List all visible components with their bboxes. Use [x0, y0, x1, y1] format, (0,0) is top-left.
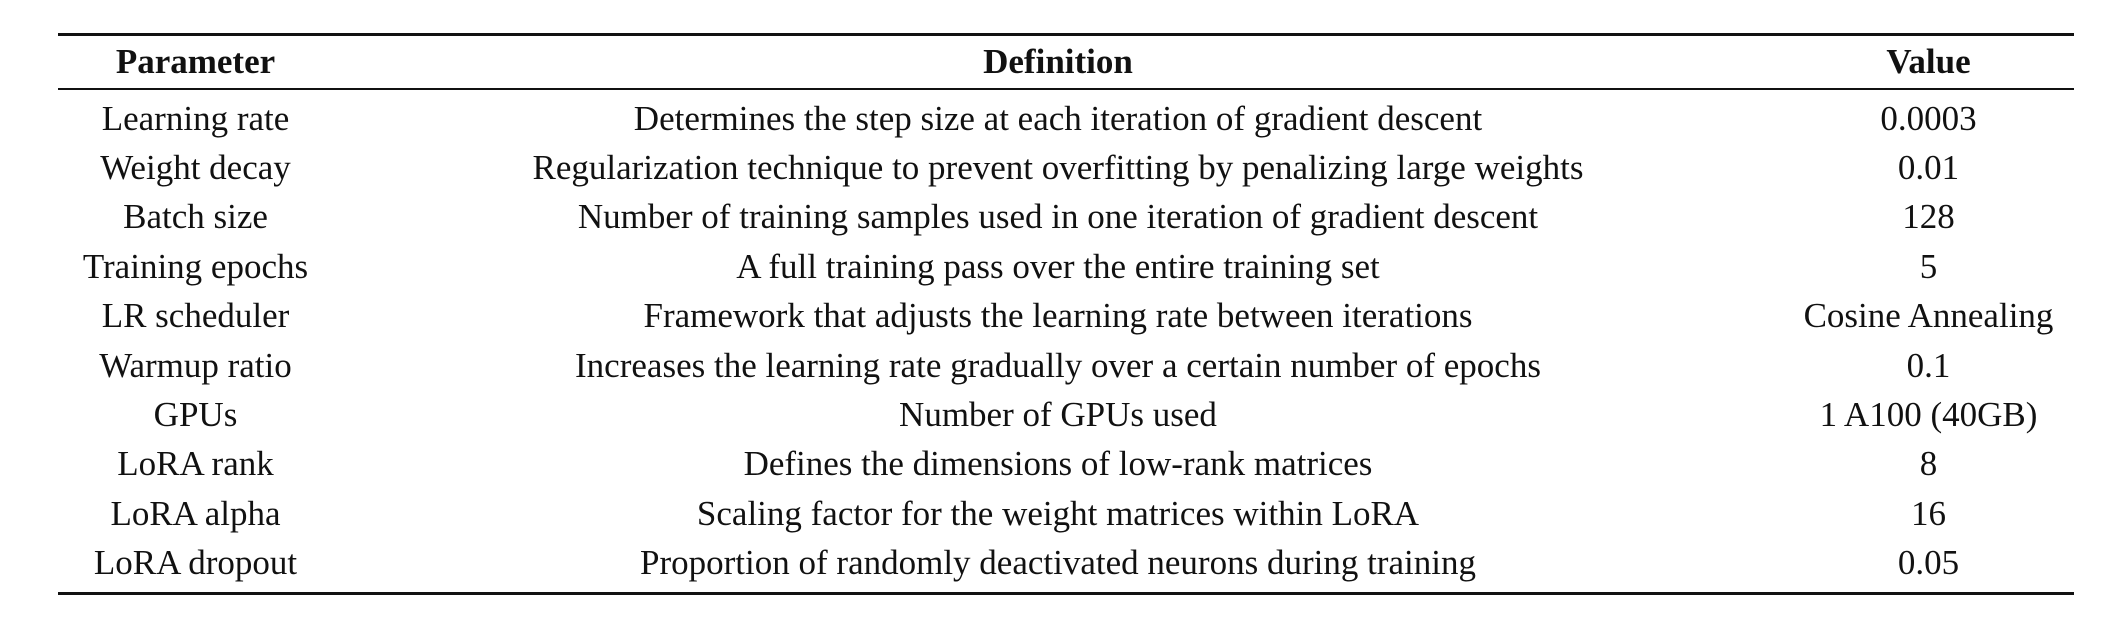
value-cell: 1 A100 (40GB) — [1819, 395, 2038, 435]
parameter-cell: Learning rate — [101, 98, 290, 138]
header-row: Parameter Definition Value — [58, 34, 2074, 89]
header-value: Value — [1886, 42, 1971, 81]
parameter-cell: LoRA alpha — [110, 493, 281, 533]
parameter-cell: Weight decay — [100, 148, 291, 188]
definition-cell: Proportion of randomly deactivated neuro… — [640, 543, 1476, 583]
value-cell: 8 — [1919, 444, 1938, 484]
parameter-cell: LR scheduler — [101, 296, 290, 336]
definition-cell: Framework that adjusts the learning rate… — [643, 296, 1473, 336]
parameter-cell: Batch size — [123, 197, 268, 237]
parameter-cell: Training epochs — [82, 246, 309, 286]
table-row: Training epochs A full training pass ove… — [58, 242, 2074, 291]
value-cell: 0.05 — [1897, 543, 1960, 583]
table-row: LoRA rank Defines the dimensions of low-… — [58, 440, 2074, 489]
header-parameter: Parameter — [115, 42, 276, 81]
definition-cell: Determines the step size at each iterati… — [633, 98, 1483, 138]
definition-cell: Defines the dimensions of low-rank matri… — [743, 444, 1373, 484]
table-row: Learning rate Determines the step size a… — [58, 89, 2074, 143]
value-cell: Cosine Annealing — [1803, 296, 2054, 336]
definition-cell: Regularization technique to prevent over… — [532, 148, 1584, 188]
parameter-cell: LoRA rank — [117, 444, 274, 484]
table-row: LoRA alpha Scaling factor for the weight… — [58, 489, 2074, 538]
header-definition: Definition — [983, 42, 1133, 81]
definition-cell: Scaling factor for the weight matrices w… — [696, 493, 1420, 533]
definition-cell: Number of GPUs used — [899, 395, 1217, 435]
definition-cell: Number of training samples used in one i… — [577, 197, 1539, 237]
table-header: Parameter Definition Value — [58, 34, 2074, 89]
definition-cell: Increases the learning rate gradually ov… — [575, 345, 1541, 385]
table-row: LR scheduler Framework that adjusts the … — [58, 292, 2074, 341]
table-row: GPUs Number of GPUs used 1 A100 (40GB) — [58, 390, 2074, 439]
value-cell: 0.01 — [1897, 148, 1960, 188]
table-row: LoRA dropout Proportion of randomly deac… — [58, 539, 2074, 594]
value-cell: 0.0003 — [1880, 98, 1977, 138]
parameter-cell: Warmup ratio — [99, 345, 292, 385]
table-row: Warmup ratio Increases the learning rate… — [58, 341, 2074, 390]
hyperparameter-table: Parameter Definition Value Learning rate… — [58, 33, 2074, 595]
table-body: Learning rate Determines the step size a… — [58, 89, 2074, 594]
value-cell: 5 — [1919, 246, 1938, 286]
table-row: Weight decay Regularization technique to… — [58, 143, 2074, 192]
parameter-cell: GPUs — [153, 395, 238, 435]
definition-cell: A full training pass over the entire tra… — [736, 246, 1380, 286]
value-cell: 16 — [1911, 493, 1946, 533]
parameter-cell: LoRA dropout — [93, 543, 298, 583]
value-cell: 0.1 — [1906, 345, 1951, 385]
value-cell: 128 — [1902, 197, 1955, 237]
table-row: Batch size Number of training samples us… — [58, 193, 2074, 242]
hyperparameter-table-container: Parameter Definition Value Learning rate… — [58, 33, 2074, 595]
